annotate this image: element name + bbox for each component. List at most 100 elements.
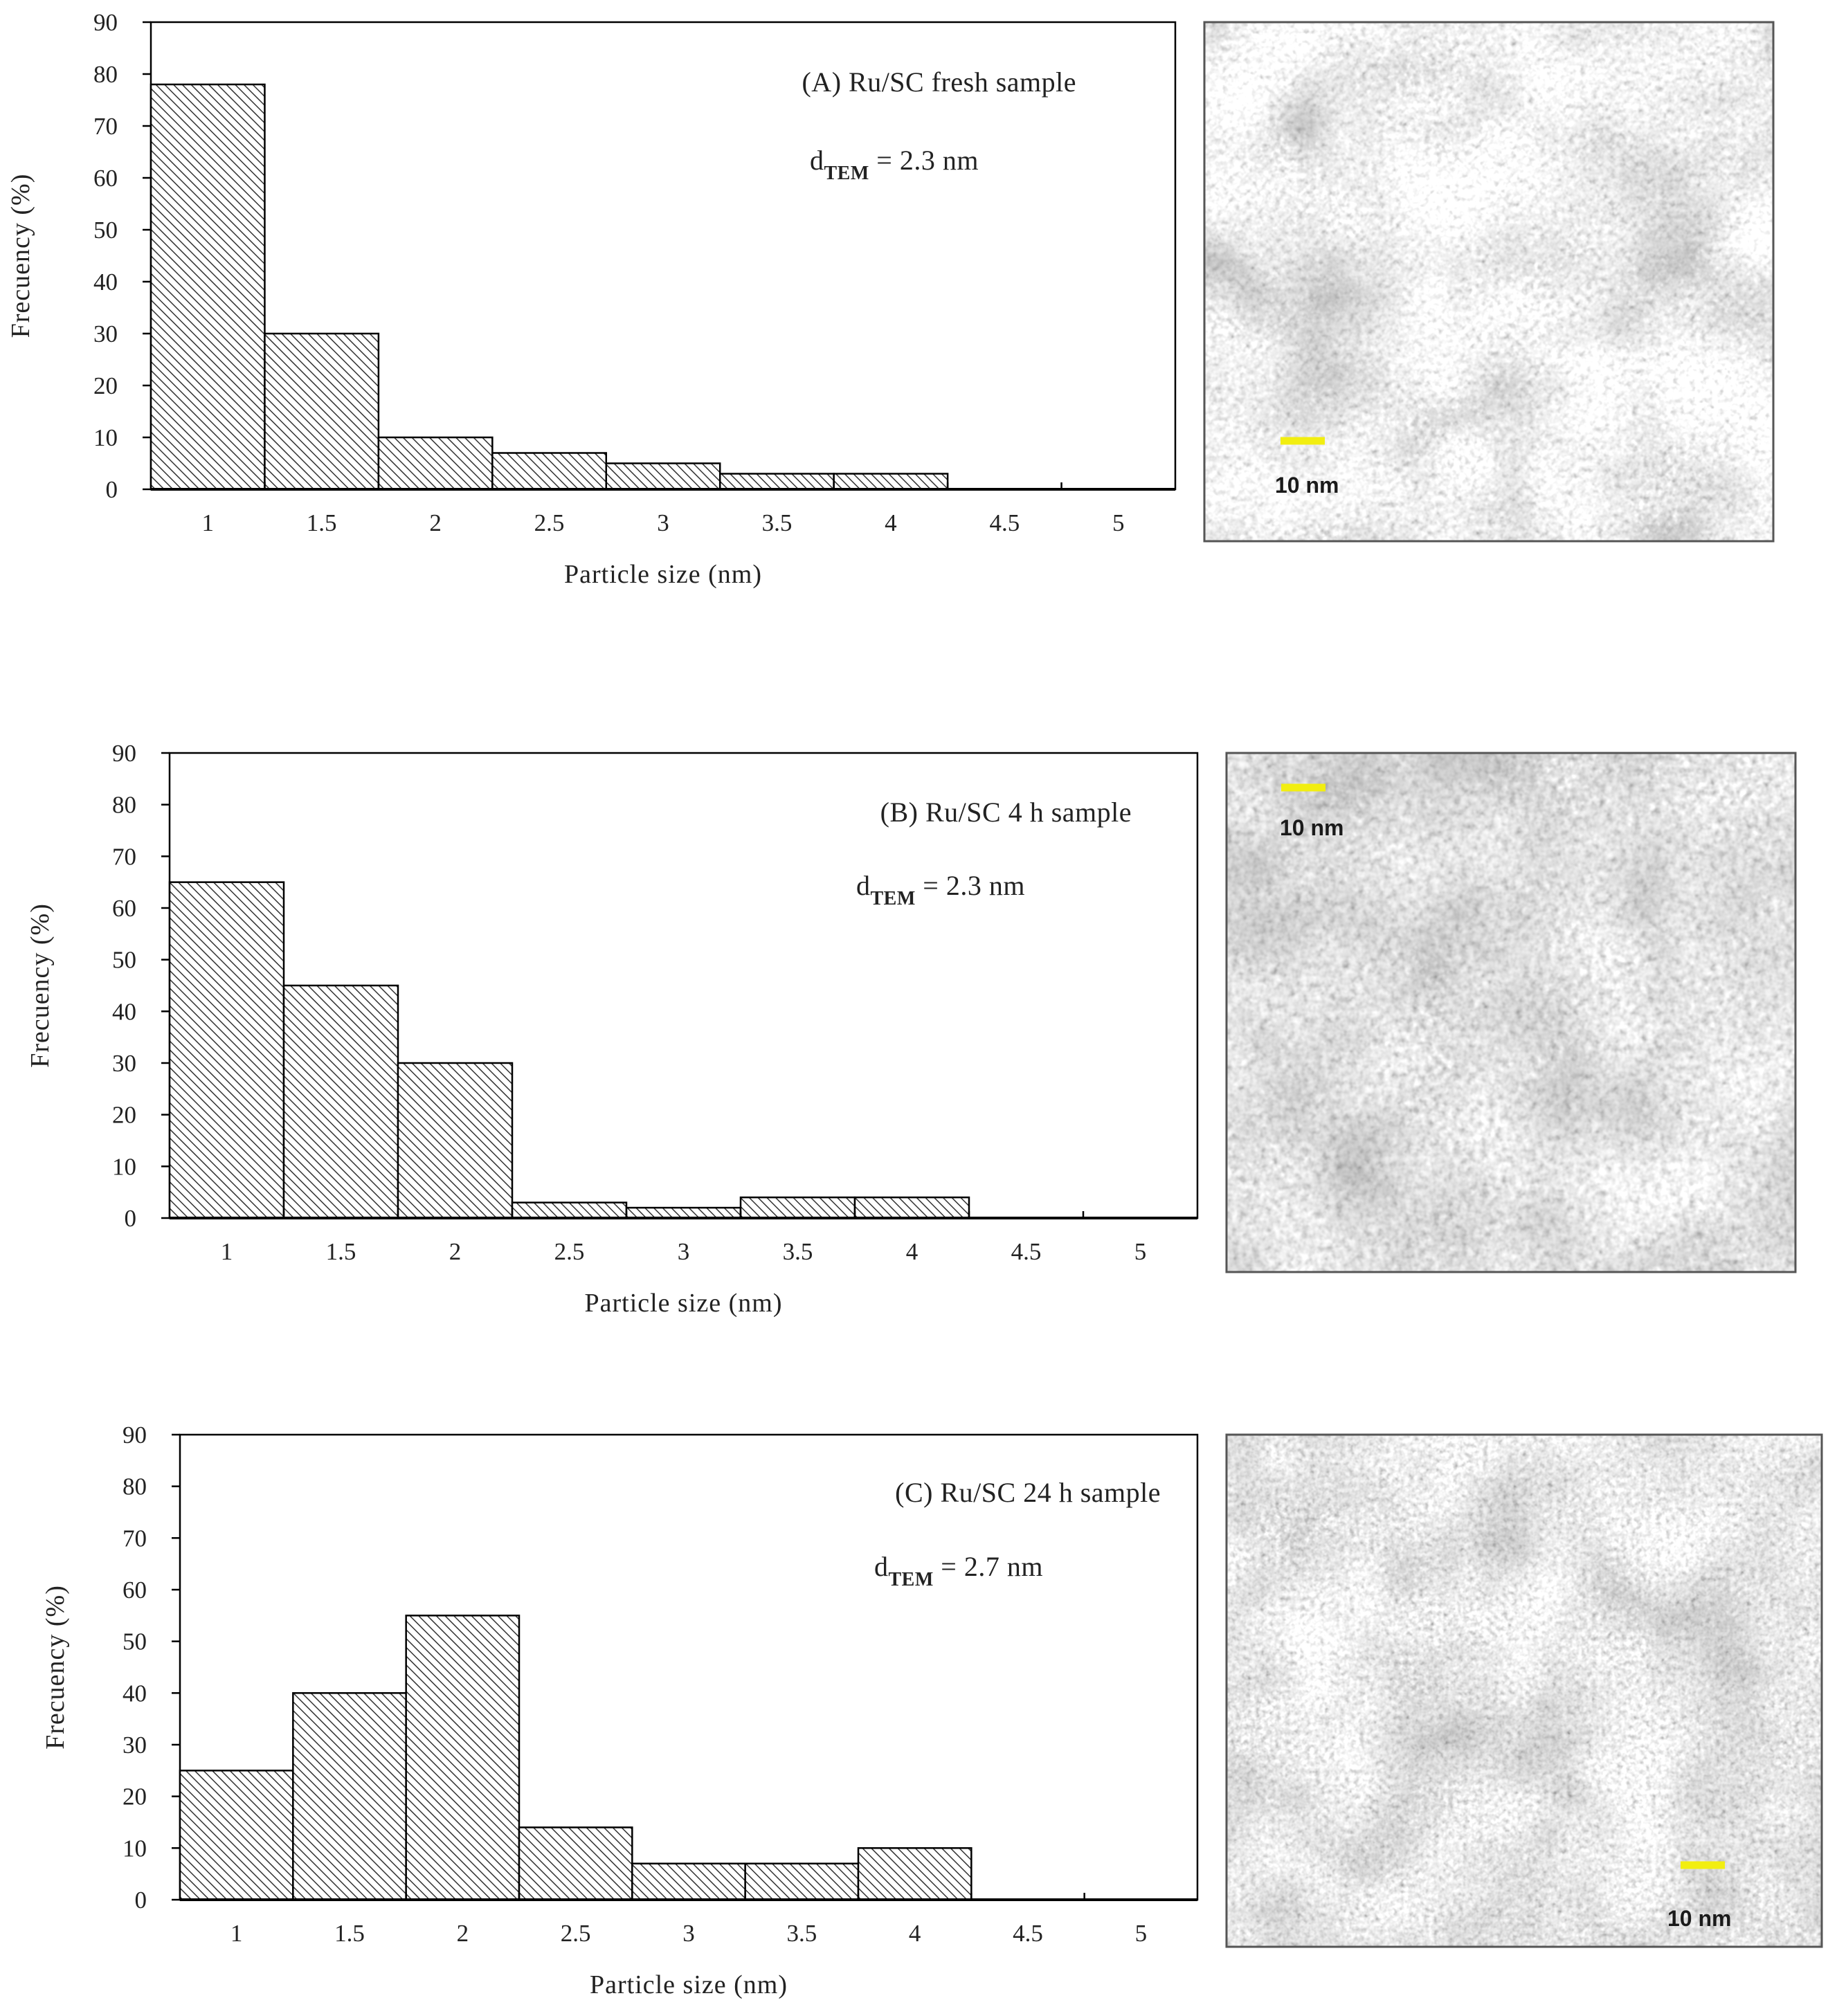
y-axis-title: Frecuency (%) [26, 903, 55, 1068]
y-tick-label: 40 [93, 269, 118, 296]
bar-2.5 [518, 1826, 633, 1901]
y-tick-label: 40 [123, 1680, 147, 1707]
y-tick-label: 20 [93, 372, 118, 399]
mean-diameter-subscript: TEM [871, 888, 916, 909]
y-tick-label: 50 [123, 1628, 147, 1655]
x-tick-label: 4.5 [1011, 1238, 1042, 1265]
scale-bar-label: 10 nm [1280, 815, 1343, 840]
x-tick-label: 2.5 [554, 1238, 585, 1265]
micrograph-frame [1203, 21, 1775, 543]
y-tick-label: 80 [112, 792, 136, 819]
bar-3.5 [739, 1196, 856, 1219]
y-tick-label: 30 [112, 1050, 136, 1077]
y-tick-label: 50 [93, 217, 118, 244]
y-tick-label: 50 [112, 947, 136, 974]
y-axis-title: Frecuency (%) [41, 1585, 70, 1750]
x-tick-label: 4 [906, 1238, 918, 1265]
bar-2.5 [511, 1201, 628, 1219]
y-tick-label: 90 [93, 9, 118, 36]
tem-micrograph-A: 10 nm [1203, 21, 1775, 543]
x-tick-label: 2 [457, 1920, 469, 1947]
bar-3 [631, 1862, 746, 1901]
x-axis-title: Particle size (nm) [584, 1289, 782, 1318]
x-tick-label: 4 [909, 1920, 921, 1947]
x-tick-label: 3 [657, 509, 669, 536]
mean-diameter-value: = 2.3 nm [916, 870, 1025, 901]
bar-4 [857, 1847, 972, 1901]
mean-diameter-symbol: d [856, 870, 871, 901]
x-tick-label: 2.5 [534, 509, 565, 536]
micrograph-texture [1204, 22, 1773, 541]
mean-diameter-symbol: d [810, 145, 824, 176]
bar-2 [377, 436, 494, 491]
bar-2 [397, 1062, 514, 1219]
chart-A: 1 1.5 2 2.5 3 3.5 4 4.5 50102030405060708090Part… [6, 9, 1177, 589]
x-tick-label: 5 [1112, 509, 1125, 536]
sample-annotation: (C) Ru/SC 24 h sample [895, 1477, 1161, 1508]
bar-4 [853, 1196, 970, 1219]
x-tick-label: 1 [201, 509, 214, 536]
y-tick-label: 60 [93, 165, 118, 192]
y-tick-label: 10 [112, 1153, 136, 1180]
x-tick-label: 4.5 [989, 509, 1020, 536]
x-axis-title: Particle size (nm) [564, 560, 762, 589]
mean-diameter-subscript: TEM [889, 1569, 934, 1590]
y-tick-label: 40 [112, 998, 136, 1025]
x-tick-label: 1.5 [334, 1920, 365, 1947]
y-tick-label: 30 [93, 320, 118, 347]
micrograph-texture [1227, 1435, 1822, 1947]
bar-1.5 [282, 984, 399, 1219]
y-tick-label: 90 [123, 1422, 147, 1449]
x-tick-label: 2 [429, 509, 442, 536]
y-tick-label: 60 [123, 1577, 147, 1604]
scale-bar-label: 10 nm [1667, 1906, 1731, 1931]
tem-micrograph-C: 10 nm [1225, 1433, 1823, 1948]
scale-bar-label: 10 nm [1275, 473, 1339, 498]
x-tick-label: 2.5 [561, 1920, 591, 1947]
y-tick-label: 0 [125, 1205, 137, 1232]
sample-annotation: (A) Ru/SC fresh sample [802, 66, 1076, 98]
y-tick-label: 60 [112, 895, 136, 922]
y-tick-label: 20 [123, 1783, 147, 1810]
micrograph-frame [1225, 752, 1797, 1273]
mean-diameter-symbol: d [874, 1551, 889, 1582]
x-tick-label: 3.5 [783, 1238, 813, 1265]
bar-1 [168, 881, 285, 1219]
bar-1.5 [292, 1692, 407, 1901]
y-tick-label: 20 [112, 1102, 136, 1129]
x-tick-label: 3.5 [786, 1920, 817, 1947]
chart-B: 1 1.5 2 2.5 3 3.5 4 4.5 50102030405060708090Part… [26, 740, 1199, 1318]
x-tick-label: 4.5 [1013, 1920, 1043, 1947]
bar-1 [150, 83, 266, 491]
y-tick-label: 70 [112, 843, 136, 870]
mean-diameter-subscript: TEM [824, 163, 869, 184]
mean-diameter-label: dTEM = 2.3 nm [810, 145, 979, 184]
bar-3 [605, 462, 721, 491]
x-tick-label: 2 [449, 1238, 462, 1265]
y-tick-label: 10 [93, 424, 118, 451]
bar-2.5 [491, 452, 608, 491]
y-tick-label: 30 [123, 1732, 147, 1759]
y-tick-label: 10 [123, 1835, 147, 1862]
micrograph-texture [1227, 753, 1795, 1272]
x-axis-title: Particle size (nm) [590, 1970, 788, 1999]
y-tick-label: 80 [123, 1473, 147, 1500]
y-tick-label: 0 [135, 1887, 147, 1914]
y-tick-label: 70 [93, 113, 118, 140]
x-tick-label: 5 [1135, 1920, 1148, 1947]
bar-4 [833, 473, 949, 491]
y-tick-label: 70 [123, 1525, 147, 1552]
sample-annotation: (B) Ru/SC 4 h sample [880, 797, 1132, 828]
tem-micrograph-B: 10 nm [1225, 752, 1797, 1273]
y-axis-title: Frecuency (%) [6, 174, 35, 338]
x-tick-label: 3 [682, 1920, 695, 1947]
x-tick-label: 1.5 [326, 1238, 356, 1265]
x-tick-label: 1 [221, 1238, 233, 1265]
x-tick-label: 4 [885, 509, 897, 536]
x-tick-label: 3 [678, 1238, 690, 1265]
y-tick-label: 80 [93, 61, 118, 88]
x-tick-label: 5 [1134, 1238, 1147, 1265]
mean-diameter-value: = 2.7 nm [934, 1551, 1043, 1582]
x-tick-label: 1 [230, 1920, 243, 1947]
